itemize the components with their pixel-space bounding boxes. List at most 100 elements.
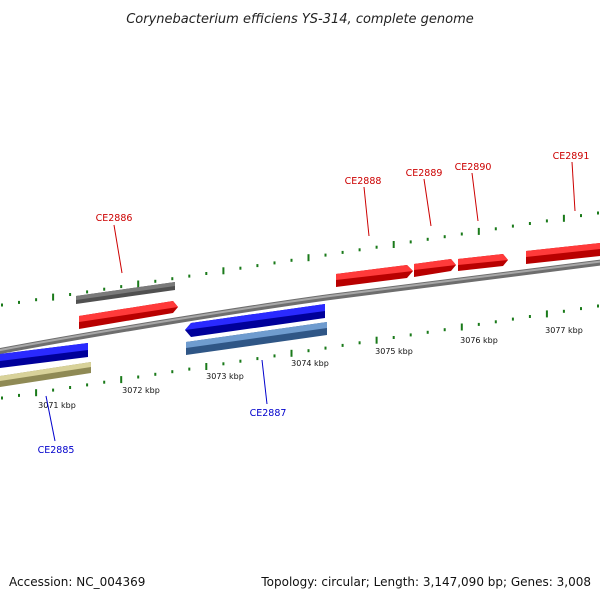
gene-label-ce2888[interactable]: CE2888 [345,176,382,187]
kbp-label: 3072 kbp [122,386,160,395]
minor-tick [324,253,327,257]
gene-ce2886-grey[interactable] [76,282,175,304]
kbp-label: 3074 kbp [291,359,329,368]
minor-tick [188,274,191,278]
leader-line [363,186,370,237]
gene-label-ce2886[interactable]: CE2886 [96,213,133,224]
minor-tick [597,211,599,215]
minor-tick [171,277,174,281]
tick-marks [1,211,599,400]
minor-tick [511,224,514,228]
minor-tick [426,330,429,334]
kbp-label: 3077 kbp [545,326,583,335]
minor-tick [580,307,582,311]
minor-tick [307,349,310,353]
minor-tick [69,386,72,389]
accession-text: Accession: NC_004369 [9,575,145,589]
minor-tick [154,279,157,283]
major-tick [375,336,378,344]
minor-tick [171,370,174,374]
kbp-label: 3075 kbp [375,347,413,356]
minor-tick [409,333,412,337]
minor-tick [1,303,3,307]
minor-tick [528,315,531,318]
gene-label-ce2890[interactable]: CE2890 [455,162,492,173]
minor-tick [18,300,20,304]
minor-tick [443,328,446,332]
major-tick [52,293,55,301]
minor-tick [494,227,497,231]
gene-ce2887-blue[interactable] [185,304,325,337]
gene-ce2891[interactable] [526,243,600,264]
minor-tick [103,287,106,291]
leader-line [113,224,123,274]
minor-tick [562,309,565,313]
minor-tick [392,336,395,339]
minor-tick [69,293,72,296]
minor-tick [375,245,378,249]
gene-ce2885-khaki[interactable] [0,362,91,387]
minor-tick [273,261,276,265]
gene-label-ce2887[interactable]: CE2887 [250,408,287,419]
gene-ce2887-steelblue[interactable] [186,322,327,355]
forward-gene-labels: CE2886 CE2888 CE2889 CE2890 CE2891 [96,151,590,274]
minor-tick [103,380,106,384]
minor-tick [494,320,497,324]
gene-label-ce2885[interactable]: CE2885 [38,445,75,456]
minor-tick [358,341,361,345]
gene-label-ce2891[interactable]: CE2891 [553,151,590,162]
minor-tick [86,383,89,387]
genome-backbone [0,260,600,352]
gene-ce2889[interactable] [414,259,456,277]
map-title: Corynebacterium efficiens YS-314, comple… [126,12,474,27]
minor-tick [477,322,480,326]
major-tick [392,241,395,248]
minor-tick [460,232,463,236]
minor-tick [1,396,3,400]
kbp-label: 3076 kbp [460,336,498,345]
minor-tick [52,388,55,392]
gene-ce2890[interactable] [458,254,508,271]
minor-tick [256,264,259,268]
major-tick [205,363,208,370]
minor-tick [443,235,446,239]
topology-summary: Topology: circular; Length: 3,147,090 bp… [260,575,591,589]
minor-tick [324,346,327,350]
minor-tick [358,248,361,252]
minor-tick [511,317,514,321]
minor-tick [290,258,293,262]
minor-tick [239,359,242,363]
minor-tick [137,375,140,379]
minor-tick [597,304,599,308]
minor-tick [545,219,548,223]
minor-tick [86,290,89,294]
minor-tick [580,214,582,218]
major-tick [460,323,463,331]
major-tick [307,254,310,262]
major-tick [120,376,123,384]
gene-ce2888[interactable] [336,265,413,287]
minor-tick [205,272,208,275]
leader-line [423,178,432,227]
gene-label-ce2889[interactable]: CE2889 [406,168,443,179]
minor-tick [273,354,276,358]
major-tick [35,389,38,397]
gene-ce2885-blue[interactable] [0,343,88,368]
minor-tick [256,357,259,361]
leader-line [45,395,56,442]
major-tick [222,267,225,275]
minor-tick [426,237,429,241]
minor-tick [239,266,242,270]
gene-ce2886-red[interactable] [79,301,178,329]
kbp-label: 3071 kbp [38,401,76,410]
leader-line [471,172,479,222]
leader-line [261,359,268,405]
minor-tick [35,298,38,302]
minor-tick [341,250,344,254]
major-tick [290,349,293,357]
major-tick [545,310,548,318]
minor-tick [120,285,123,289]
leader-line [571,161,576,212]
